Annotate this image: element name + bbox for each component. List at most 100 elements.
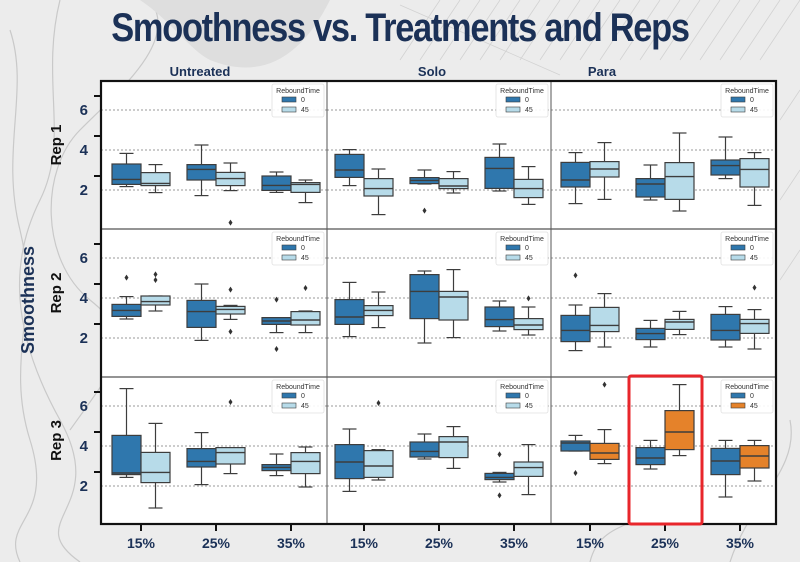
legend-title: ReboundTime: [500, 384, 544, 391]
hatch-line: [619, 0, 661, 61]
box-iqr: [290, 452, 321, 475]
box-rt0: [484, 143, 515, 192]
hatch-line: [399, 4, 561, 76]
legend-label-0: 0: [525, 393, 529, 400]
hatch-line: [779, 249, 800, 281]
contour-line: [18, 0, 81, 562]
y-tick-label: 4: [80, 142, 89, 159]
outlier-point: [228, 286, 233, 293]
outlier-point: [228, 399, 233, 405]
legend-label-0: 0: [750, 393, 754, 400]
hatch-line: [719, 0, 761, 61]
legend-swatch-0: [730, 96, 746, 103]
hatch-line: [419, 0, 461, 61]
outlier-point: [153, 271, 158, 278]
outlier-point: [124, 274, 129, 281]
outlier-point: [228, 328, 233, 335]
row-label: Rep 2: [48, 273, 65, 314]
legend: ReboundTime 0 45: [720, 83, 774, 118]
legend: ReboundTime 0 45: [271, 83, 325, 118]
box-rt45: [140, 422, 171, 509]
box-rt45: [664, 310, 695, 336]
box-iqr: [560, 314, 591, 343]
legend-title: ReboundTime: [500, 236, 544, 243]
box-iqr: [710, 159, 741, 176]
legend-swatch-0: [505, 392, 521, 399]
box-iqr: [664, 162, 695, 201]
hatch-line: [699, 0, 741, 61]
y-tick-label: 4: [80, 438, 89, 455]
x-tick-label: 25%: [425, 535, 454, 551]
legend-swatch-45: [730, 106, 746, 113]
box-iqr: [664, 318, 695, 330]
hatch-line: [579, 0, 621, 61]
legend-label-0: 0: [301, 245, 305, 252]
box-rt0: [560, 272, 591, 352]
box-iqr: [589, 306, 620, 333]
outlier-point: [153, 277, 158, 283]
box-iqr: [513, 461, 544, 477]
box-iqr: [215, 447, 246, 465]
legend-label-45: 45: [525, 255, 533, 262]
box-iqr: [635, 447, 666, 466]
row-label: Rep 1: [48, 125, 65, 166]
box-rt0: [409, 270, 440, 344]
column-label: Para: [588, 64, 617, 79]
legend-swatch-45: [730, 402, 746, 409]
box-rt45: [290, 179, 321, 204]
legend-swatch-45: [281, 254, 297, 261]
box-rt0: [111, 388, 142, 478]
x-tick-label: 35%: [500, 535, 529, 551]
hatch-line: [679, 0, 721, 61]
panels-layer: ReboundTime 0 45 ReboundTime 0 45 ReboundTime 0…: [101, 81, 776, 524]
x-tick-label: 15%: [127, 535, 156, 551]
box-rt0: [635, 319, 666, 348]
legend-swatch-0: [505, 96, 521, 103]
legend: ReboundTime 0 45: [271, 231, 325, 266]
outlier-point: [573, 470, 578, 476]
box-rt45: [664, 132, 695, 212]
box-iqr: [261, 175, 292, 191]
column-label: Untreated: [170, 64, 231, 79]
x-tick-label: 25%: [651, 535, 680, 551]
box-rt0: [635, 439, 666, 470]
box-iqr: [739, 158, 770, 188]
hatch-line: [459, 0, 501, 61]
legend-label-45: 45: [750, 403, 758, 410]
box-rt45: [363, 291, 394, 329]
panel-rep1-solo: ReboundTime 0 45: [334, 83, 549, 216]
outlier-point: [497, 451, 502, 458]
axes-layer: Untreated Solo Para Rep 1 2 4 6 Rep 2 2 4 6 Rep 3 2 4…: [48, 64, 778, 551]
box-rt0: [111, 152, 142, 188]
legend: ReboundTime 0 45: [495, 231, 549, 266]
outlier-point: [274, 296, 279, 303]
outlier-point: [602, 381, 607, 388]
contour-line: [9, 29, 38, 562]
box-rt0: [560, 434, 591, 476]
box-rt45: [739, 439, 770, 482]
outlier-point: [274, 346, 279, 352]
legend-label-45: 45: [525, 107, 533, 114]
box-iqr: [111, 163, 142, 185]
box-iqr: [560, 161, 591, 188]
hatch-line: [759, 0, 800, 61]
box-iqr: [140, 172, 171, 187]
hatch-line: [779, 169, 800, 201]
legend-swatch-45: [730, 254, 746, 261]
y-axis-label: Smoothness: [18, 246, 38, 354]
legend: ReboundTime 0 45: [271, 379, 325, 414]
box-rt45: [290, 446, 321, 488]
x-tick-label: 35%: [277, 535, 306, 551]
x-tick-label: 35%: [726, 535, 755, 551]
legend-label-45: 45: [750, 107, 758, 114]
box-rt45: [363, 400, 394, 481]
box-iqr: [186, 164, 217, 181]
legend-title: ReboundTime: [725, 236, 769, 243]
legend-label-45: 45: [301, 107, 309, 114]
box-iqr: [513, 318, 544, 331]
y-tick-label: 2: [80, 182, 88, 199]
box-rt45: [140, 164, 171, 194]
legend-title: ReboundTime: [276, 384, 320, 391]
row-label: Rep 3: [48, 420, 65, 461]
